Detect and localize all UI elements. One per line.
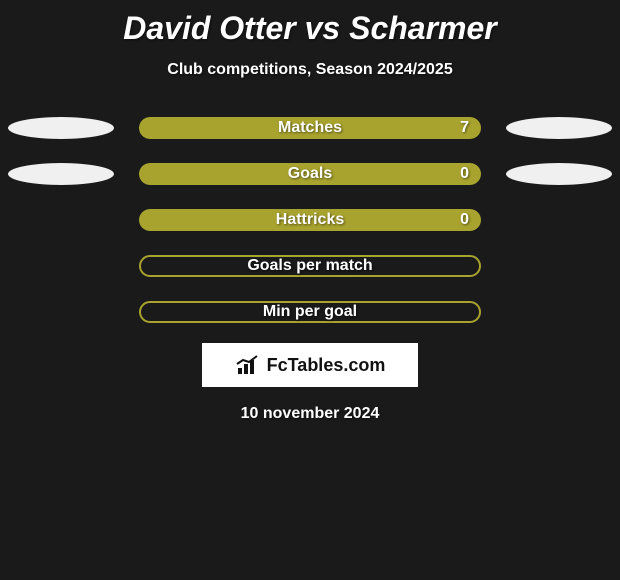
stat-value: 0 xyxy=(460,211,469,229)
stat-row-matches: Matches 7 xyxy=(0,117,620,139)
logo-badge[interactable]: FcTables.com xyxy=(202,343,418,387)
chart-icon xyxy=(235,354,261,376)
footer-date: 10 november 2024 xyxy=(0,405,620,423)
stats-container: Matches 7 Goals 0 Hattricks 0 Goals per … xyxy=(0,117,620,323)
stat-label: Goals per match xyxy=(247,257,372,275)
stat-bar-matches: Matches 7 xyxy=(139,117,481,139)
stat-bar-goals-per-match: Goals per match xyxy=(139,255,481,277)
stat-row-hattricks: Hattricks 0 xyxy=(0,209,620,231)
stat-row-min-per-goal: Min per goal xyxy=(0,301,620,323)
stat-value: 7 xyxy=(460,119,469,137)
ellipse-left-icon xyxy=(8,117,114,139)
stat-bar-min-per-goal: Min per goal xyxy=(139,301,481,323)
stat-label: Min per goal xyxy=(263,303,357,321)
stat-bar-goals: Goals 0 xyxy=(139,163,481,185)
stat-value: 0 xyxy=(460,165,469,183)
stat-row-goals-per-match: Goals per match xyxy=(0,255,620,277)
ellipse-right-icon xyxy=(506,117,612,139)
subtitle: Club competitions, Season 2024/2025 xyxy=(0,61,620,79)
ellipse-right-icon xyxy=(506,163,612,185)
ellipse-left-icon xyxy=(8,163,114,185)
stat-row-goals: Goals 0 xyxy=(0,163,620,185)
stat-label: Matches xyxy=(278,119,342,137)
logo-text: FcTables.com xyxy=(267,355,386,376)
stat-label: Goals xyxy=(288,165,332,183)
stat-bar-hattricks: Hattricks 0 xyxy=(139,209,481,231)
stat-label: Hattricks xyxy=(276,211,344,229)
page-title: David Otter vs Scharmer xyxy=(0,0,620,47)
